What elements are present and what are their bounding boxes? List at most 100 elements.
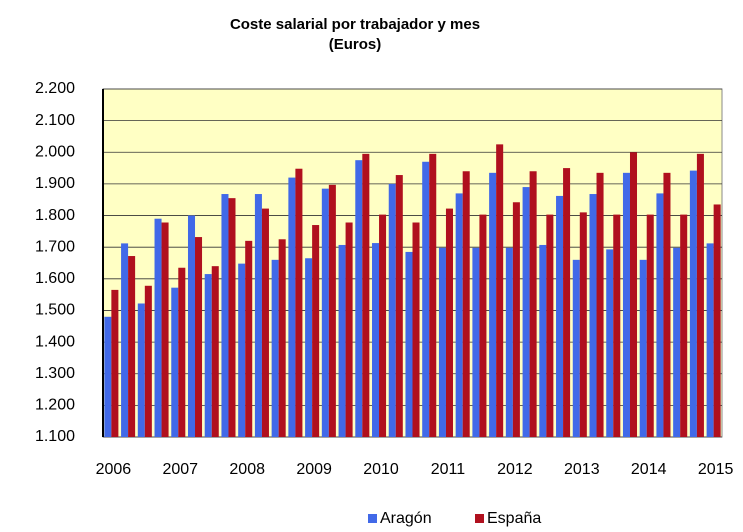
bar (572, 259, 580, 437)
legend-label: España (487, 510, 541, 527)
bar (321, 188, 329, 437)
bar (144, 285, 152, 437)
y-tick-label: 1.700 (35, 238, 75, 255)
bar (372, 243, 380, 437)
bar (613, 214, 621, 437)
chart-title: Coste salarial por trabajador y mes (230, 16, 480, 33)
x-tick-label: 2011 (431, 461, 466, 478)
bar (271, 259, 279, 437)
bar (412, 222, 420, 437)
bar (395, 175, 403, 437)
bar (505, 247, 513, 437)
y-tick-label: 1.300 (35, 365, 75, 382)
x-tick-label: 2014 (631, 461, 667, 478)
bar (438, 247, 446, 437)
bar (455, 193, 463, 437)
bar (422, 161, 430, 437)
bar (429, 153, 437, 437)
bar (462, 171, 470, 437)
bar (445, 208, 453, 437)
bar (295, 168, 303, 437)
bar (238, 263, 246, 437)
y-tick-label: 1.600 (35, 270, 75, 287)
chart-subtitle: (Euros) (329, 36, 382, 53)
bar (288, 177, 296, 437)
bar (579, 212, 587, 437)
bar (713, 204, 721, 437)
bar (405, 251, 413, 437)
legend-swatch (475, 514, 484, 523)
bar (563, 168, 571, 437)
bar (362, 153, 370, 437)
bar (388, 183, 396, 437)
bar (646, 214, 654, 437)
x-tick-label: 2013 (564, 461, 600, 478)
bar (663, 172, 671, 437)
bar (656, 193, 664, 437)
bar (178, 267, 186, 437)
bar (254, 194, 262, 437)
bar (171, 287, 179, 437)
bar (104, 316, 112, 437)
x-tick-label: 2006 (96, 461, 132, 478)
bar (680, 214, 688, 437)
bar (639, 259, 647, 437)
bar (689, 170, 697, 437)
x-tick-label: 2010 (363, 461, 399, 478)
bar (305, 258, 313, 437)
bar (312, 225, 320, 437)
x-tick-label: 2007 (162, 461, 198, 478)
bar (221, 194, 229, 437)
bar (556, 195, 564, 437)
bar (228, 198, 236, 437)
bar (489, 172, 497, 437)
bar (522, 187, 530, 437)
y-tick-label: 1.800 (35, 207, 75, 224)
bar (161, 222, 169, 437)
bar (137, 303, 145, 437)
bar (706, 243, 714, 437)
y-tick-label: 1.900 (35, 175, 75, 192)
bar (128, 256, 136, 437)
bar (111, 289, 119, 437)
bar (589, 194, 597, 437)
bar (596, 172, 604, 437)
bar (345, 222, 353, 437)
bar (261, 208, 269, 437)
x-tick-label: 2009 (296, 461, 332, 478)
y-tick-label: 2.200 (35, 80, 75, 97)
bar (195, 237, 203, 437)
bar (696, 153, 704, 437)
bar (546, 214, 554, 437)
bar (204, 274, 212, 437)
bar (338, 244, 346, 437)
bar (479, 214, 487, 437)
y-tick-label: 1.500 (35, 302, 75, 319)
bar (245, 240, 253, 437)
bar (355, 160, 363, 437)
y-tick-label: 2.100 (35, 112, 75, 129)
x-tick-label: 2012 (497, 461, 533, 478)
bar (539, 244, 547, 437)
y-tick-label: 1.100 (35, 428, 75, 445)
legend-swatch (368, 514, 377, 523)
x-tick-label: 2015 (698, 461, 734, 478)
bar (121, 243, 129, 437)
legend-label: Aragón (380, 510, 432, 527)
bar (496, 144, 504, 437)
x-tick-label: 2008 (229, 461, 265, 478)
bar (622, 172, 630, 437)
bar (629, 152, 638, 438)
y-tick-label: 1.200 (35, 397, 75, 414)
y-tick-label: 2.000 (35, 143, 75, 160)
bar (606, 249, 614, 437)
y-tick-label: 1.400 (35, 333, 75, 350)
bar (211, 266, 219, 437)
bar (154, 218, 162, 437)
bar (278, 239, 286, 437)
bar (673, 247, 681, 437)
bar (512, 202, 520, 437)
bar (379, 214, 387, 437)
bar (187, 215, 196, 437)
